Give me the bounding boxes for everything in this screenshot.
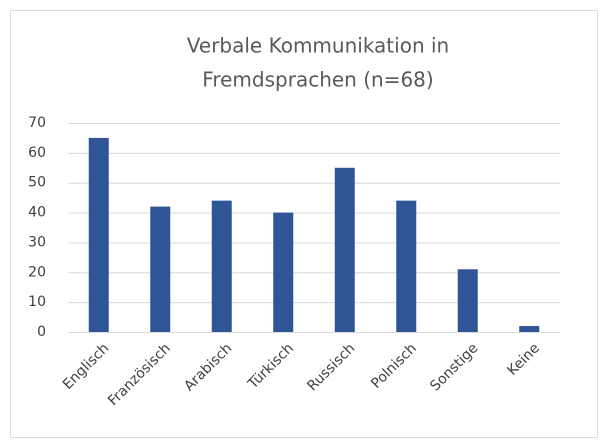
y-tick-label: 20: [28, 264, 46, 280]
bar: [88, 137, 109, 332]
bar: [334, 167, 355, 332]
y-tick-label: 50: [28, 175, 46, 191]
bar: [211, 200, 232, 332]
bar: [396, 200, 417, 332]
bar: [150, 206, 171, 332]
bar: [519, 326, 540, 332]
y-tick-label: 0: [37, 324, 46, 340]
bar: [273, 212, 294, 332]
y-tick-label: 10: [28, 294, 46, 310]
y-tick-label: 30: [28, 234, 46, 250]
y-tick-label: 40: [28, 205, 46, 221]
y-tick-label: 70: [28, 115, 46, 131]
bar: [457, 269, 478, 332]
chart-title: Verbale Kommunikation in: [187, 34, 449, 58]
chart-title: Fremdsprachen (n=68): [202, 68, 433, 92]
y-tick-label: 60: [28, 145, 46, 161]
